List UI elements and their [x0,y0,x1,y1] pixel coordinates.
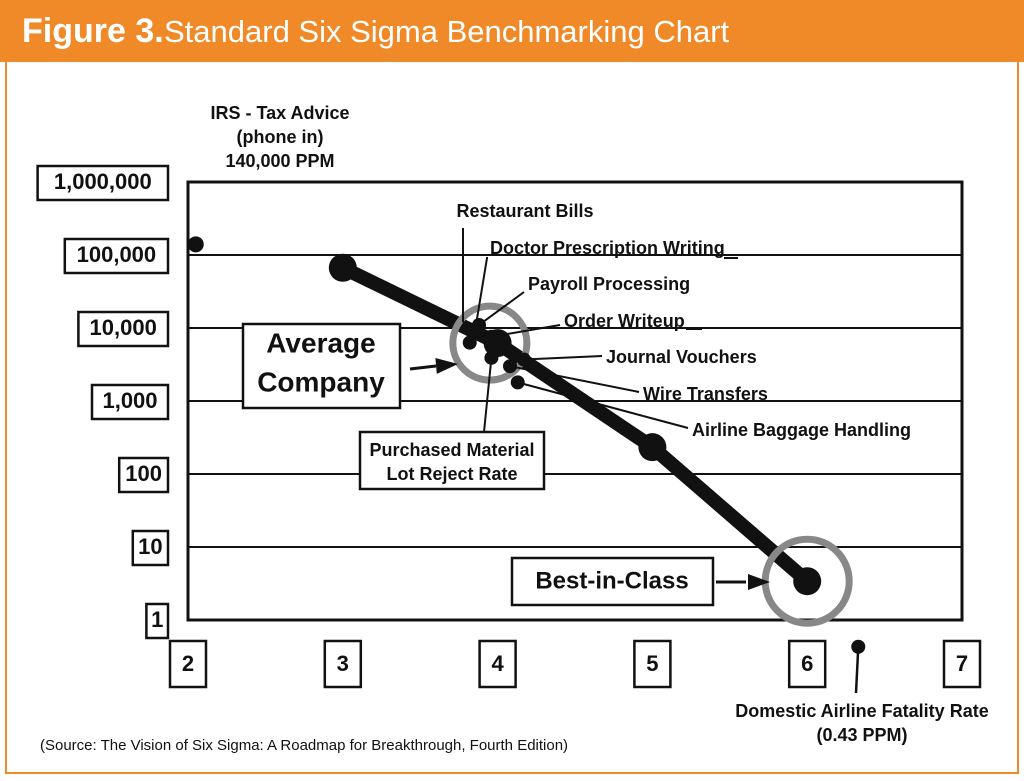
content-frame [5,62,1019,774]
y-tick-label: 1,000 [102,388,157,413]
chart-title: Standard Six Sigma Benchmarking Chart [164,14,730,49]
y-tick-box [117,456,170,494]
x-tick-label: 4 [491,651,504,676]
wire-transfers-leader [509,365,640,393]
doctor-prescription-label: Doctor Prescription Writing [490,238,725,258]
fatality-rate-label: Domestic Airline Fatality Rate [735,701,988,721]
x-tick-label: 6 [801,651,813,676]
source-note: (Source: The Vision of Six Sigma: A Road… [40,737,569,754]
irs-label: IRS - Tax Advice [210,103,349,123]
y-tick-label: 1 [151,607,163,632]
average-company-label: Company [257,366,385,397]
x-tick-label: 7 [956,651,968,676]
journal-vouchers-label: Journal Vouchers [606,347,757,367]
x-tick-box [323,639,363,689]
airline-baggage-leader [517,381,689,429]
airline-baggage-label: Airline Baggage Handling [692,420,911,440]
x-tick-label: 3 [337,651,349,676]
y-tick-label: 10 [138,534,162,559]
y-tick-box [63,237,170,275]
order-writeup-leader [491,324,561,338]
y-tick-box [36,164,170,202]
restaurant-bills-leader [462,321,475,331]
purchased-material-leader [483,357,493,433]
y-tick-label: 100 [125,461,162,486]
y-tick-box [131,529,170,567]
purchased-material-label: Lot Reject Rate [386,464,517,484]
figure-number: Figure 3. [22,12,164,50]
purchased-material-label: Purchased Material [369,440,534,460]
irs-label: 140,000 PPM [225,151,334,171]
y-tick-label: 100,000 [77,242,157,267]
x-tick-box [942,639,982,689]
process-point [187,236,204,253]
x-tick-box [478,639,517,689]
y-tick-box [90,383,170,421]
y-tick-label: 10,000 [90,315,157,340]
average-company-label: Average [266,327,375,358]
sigma-line-point [328,253,357,282]
y-tick-box [77,310,170,348]
x-tick-label: 2 [182,651,194,676]
y-tick-label: 1,000,000 [54,169,152,194]
average-company-arrow [409,364,437,371]
title-bar: Figure 3. Standard Six Sigma Benchmarkin… [0,0,1024,62]
best-in-class-label: Best-in-Class [535,567,688,594]
wire-transfers-label: Wire Transfers [643,384,768,404]
y-tick-box [145,602,170,640]
payroll-processing-leader [478,291,525,326]
x-tick-box [168,639,208,689]
fatality-rate-label: (0.43 PPM) [816,725,907,745]
process-point [462,335,477,350]
doctor-prescription-leader [472,257,488,339]
sigma-line [335,260,815,589]
payroll-processing-label: Payroll Processing [528,274,690,294]
average-company-box [241,322,402,410]
sigma-line-point [638,433,667,462]
x-tick-label: 5 [646,651,658,676]
restaurant-bills-label: Restaurant Bills [456,201,593,221]
order-writeup-label: Order Writeup [564,311,685,331]
journal-vouchers-leader [523,355,603,361]
irs-sublabel: (phone in) [237,127,324,147]
best-in-class-arrowhead [748,574,770,590]
x-tick-box [633,639,672,689]
fatality-rate-leader [854,646,860,694]
x-tick-box [787,639,827,689]
purchased-material-box [358,430,546,491]
best-in-class-box [510,556,715,607]
average-company-arrowhead [435,357,458,374]
sigma-line-point [793,567,822,596]
